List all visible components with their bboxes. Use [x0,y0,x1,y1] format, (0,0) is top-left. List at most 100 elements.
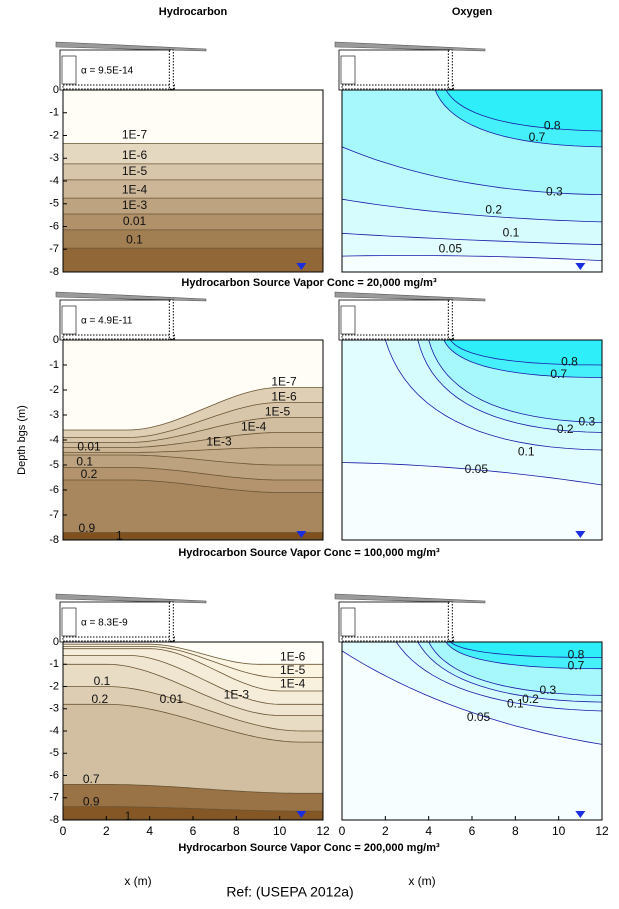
x-tick-label: 6 [190,824,197,838]
contour-line [63,646,323,678]
foundation-floor [62,334,175,340]
panel-title: Hydrocarbon [159,6,228,18]
contour-label: 1E-7 [271,375,297,389]
alpha-annotation: α = 4.9E-11 [81,316,133,327]
foundation-floor [341,334,454,340]
contour-label: 1E-3 [224,688,250,702]
y-tick-label: -2 [49,680,59,692]
panel: 0.05 0.10.2 0.3 0.70.8 Oxygen [334,6,603,273]
y-tick-label: -5 [49,747,59,759]
contour-label: 1 [125,809,132,823]
contour-line [342,198,602,223]
y-tick-label: -8 [49,266,59,278]
contour-band [63,532,323,540]
contour-label: 0.9 [83,794,100,808]
building [338,601,451,643]
contour-label: 0.1 [518,445,535,459]
contour-line [63,402,323,438]
panel: 1E-7 1E-6 1E-5 1E-4 1E-3 0.01 0.1 α = 9.5E-14 Hy… [49,6,324,278]
contour-line [428,642,602,696]
roof [334,291,486,302]
building-room [340,305,356,335]
x-tick-label: 12 [316,824,330,838]
plot-frame [341,89,603,273]
contour-label: 1 [116,528,123,542]
y-tick-label: -8 [49,534,59,546]
building-room [61,305,77,335]
contour-label: 1E-4 [241,420,267,434]
contour-label: 0.01 [160,692,184,706]
water-table-marker [296,811,307,818]
y-tick-label: -3 [49,703,59,715]
building [59,299,172,341]
contour-line [450,642,602,658]
building-room [61,607,77,637]
contour-label: 1E-4 [280,676,306,690]
contour-label: 1E-6 [122,148,148,162]
y-tick-label: -7 [49,509,59,521]
contour-line [434,90,602,148]
contour-label: 0.7 [568,659,585,673]
panel: 0.05 0.1 0.2 0.3 0.70.8 [334,291,603,541]
contour-label: 0.2 [91,692,108,706]
alpha-annotation: α = 8.3E-9 [81,618,128,629]
panel: 1E-71E-61E-51E-4 1E-3 0.010.10.2 0.9 1 α = 4.… [16,291,324,546]
plot-area [63,642,323,820]
contour-band [446,90,602,131]
contour-label: 1E-6 [280,650,306,664]
x-tick-label: 4 [425,824,432,838]
contour-label: 0.8 [561,355,578,369]
y-tick-label: 0 [53,636,59,648]
water-table-marker [575,531,586,538]
foundation-wall [447,601,453,642]
contour-line [63,417,323,443]
plot-area [342,90,602,272]
building [59,601,172,643]
contour-band [450,642,602,658]
plot-area [63,340,323,540]
roof [55,41,207,52]
contour-label: 1E-3 [122,198,148,212]
x-tick-label: 12 [595,824,609,838]
x-tick-label: 10 [273,824,287,838]
x-tick-label: 2 [103,824,110,838]
foundation-floor [341,84,454,90]
contour-line [342,146,602,195]
y-tick-label: 0 [53,334,59,346]
y-tick-label: -6 [49,769,59,781]
contour-band [63,248,323,272]
building-room [340,55,356,85]
contour-line [63,643,323,665]
y-tick-label: 0 [53,84,59,96]
foundation-floor [341,636,454,642]
contour-label: 0.3 [546,185,563,199]
x-tick-label: 0 [60,824,67,838]
y-tick-label: -7 [49,792,59,804]
contour-label: 0.1 [94,674,111,688]
roof [55,291,207,302]
contour-line [443,340,602,378]
contour-band [63,806,323,820]
contour-label: 0.7 [83,772,100,786]
building-room [340,607,356,637]
contour-line [342,232,602,246]
contour-label: 0.7 [529,130,546,144]
contour-label: 0.3 [578,415,595,429]
contour-line [342,255,602,261]
contour-line [63,806,323,812]
y-axis-label: Depth bgs (m) [16,405,28,475]
contour-line [63,703,323,743]
contour-label: 0.1 [126,232,143,246]
building [338,299,451,341]
x-tick-label: 4 [146,824,153,838]
reference: Ref: (USEPA 2012a) [226,884,353,900]
contour-label: 1E-6 [271,390,297,404]
y-tick-label: -6 [49,220,59,232]
contour-band [450,340,602,365]
plot-frame [341,339,603,541]
contour-line [342,462,602,486]
x-tick-label: 8 [512,824,519,838]
y-tick-label: -6 [49,484,59,496]
contour-label: 0.2 [485,203,502,217]
